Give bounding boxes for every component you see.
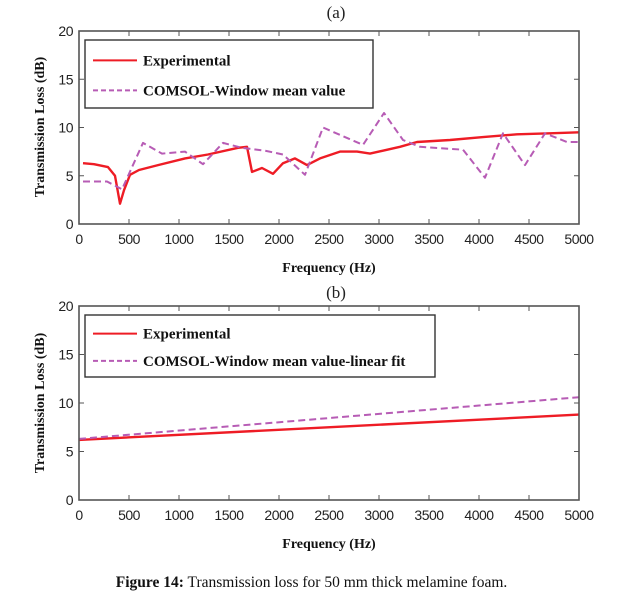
panel-label: (a) (327, 3, 346, 22)
legend-entry: COMSOL-Window mean value-linear fit (143, 354, 405, 370)
legend-entry: Experimental (143, 327, 231, 343)
x-tick-label: 3500 (414, 231, 444, 247)
y-tick-label: 15 (58, 71, 73, 87)
figure-caption: Figure 14: Transmission loss for 50 mm t… (0, 574, 623, 592)
x-tick-label: 1000 (164, 507, 194, 523)
y-tick-label: 0 (66, 492, 74, 508)
series-line-comsol (83, 112, 579, 191)
legend-box (84, 39, 374, 109)
panel-b: (b) 0 500 1000 1500 2000 2500 3000 3500 4000 4500 5… (33, 283, 595, 552)
x-tick-label: 5000 (564, 507, 594, 523)
y-axis-label: Transmission Loss (dB) (33, 56, 48, 197)
x-axis-label: Frequency (Hz) (282, 537, 376, 552)
x-tick-label: 1500 (214, 231, 244, 247)
legend-entry: Experimental (143, 53, 231, 69)
y-tick-label: 10 (58, 120, 73, 136)
x-tick-label: 4000 (464, 507, 494, 523)
x-tick-label: 2500 (314, 231, 344, 247)
x-tick-label: 4000 (464, 231, 494, 247)
x-tick-label: 3500 (414, 507, 444, 523)
series-line-experimental (78, 413, 580, 442)
x-tick-label: 500 (118, 231, 141, 247)
x-axis-label: Frequency (Hz) (282, 261, 376, 276)
y-tick-label: 5 (66, 444, 74, 460)
series-line-comsol (78, 396, 580, 440)
legend-box (84, 314, 436, 378)
x-tick-label: 1500 (214, 507, 244, 523)
y-tick-label: 20 (58, 298, 73, 314)
series-line-experimental (82, 131, 580, 205)
y-tick-label: 0 (66, 216, 74, 232)
panel-label: (b) (326, 283, 346, 302)
x-tick-label: 1000 (164, 231, 194, 247)
caption-text: Transmission loss for 50 mm thick melami… (187, 574, 508, 591)
y-tick-label: 10 (58, 395, 73, 411)
y-axis-label: Transmission Loss (dB) (33, 332, 48, 473)
x-tick-label: 2500 (314, 507, 344, 523)
y-tick-label: 15 (58, 347, 73, 363)
y-tick-label: 5 (66, 168, 74, 184)
x-tick-label: 4500 (514, 231, 544, 247)
x-tick-label: 5000 (564, 231, 594, 247)
x-tick-label: 0 (75, 231, 83, 247)
legend-entry: COMSOL-Window mean value (143, 83, 346, 99)
x-tick-label: 2000 (264, 507, 294, 523)
y-tick-label: 20 (58, 23, 73, 39)
x-tick-label: 0 (75, 507, 83, 523)
x-tick-label: 3000 (364, 231, 394, 247)
x-tick-label: 4500 (514, 507, 544, 523)
x-tick-label: 2000 (264, 231, 294, 247)
x-tick-label: 500 (118, 507, 141, 523)
caption-label: Figure 14: (115, 574, 184, 591)
x-tick-label: 3000 (364, 507, 394, 523)
panel-a: (a) 0 500 1000 1500 2000 2500 3000 3500 4000 4500 5… (33, 3, 595, 276)
